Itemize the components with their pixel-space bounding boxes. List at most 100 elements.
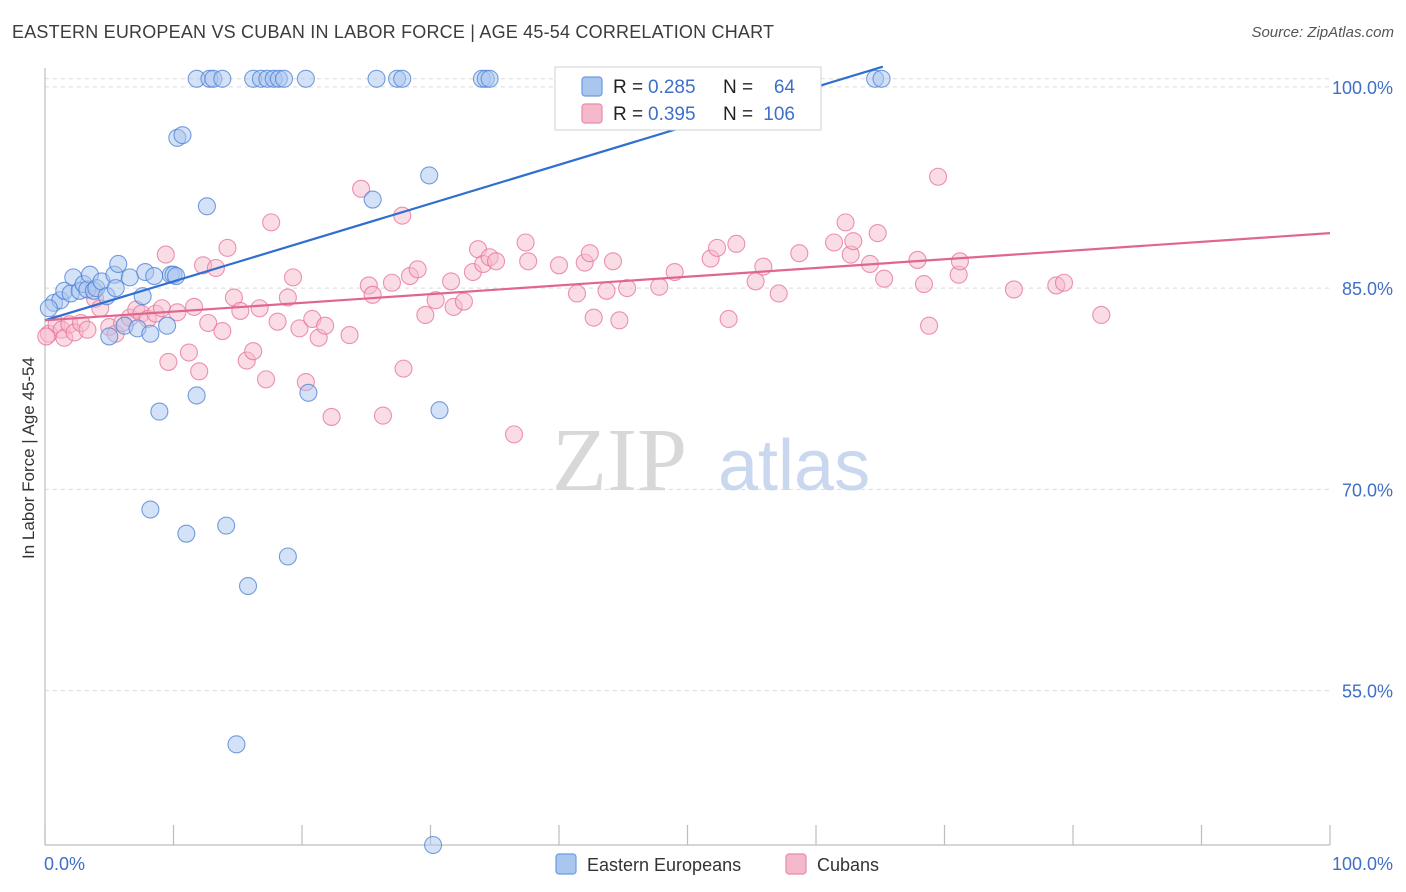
cuban-point: [516, 233, 535, 252]
eastern-european-point: [217, 516, 236, 535]
legend-r-value-2: 0.395: [648, 104, 696, 125]
eastern-european-point: [141, 324, 160, 343]
cuban-point: [442, 272, 461, 291]
eastern-european-point: [872, 69, 891, 88]
cuban-point: [218, 238, 237, 257]
eastern-european-point: [109, 254, 128, 274]
y-tick-labels: 55.0% 70.0% 85.0% 100.0%: [1332, 78, 1393, 702]
eastern-european-point: [158, 316, 177, 335]
eastern-european-point: [227, 735, 246, 754]
cuban-point: [844, 232, 863, 251]
eastern-european-point: [424, 835, 443, 855]
cuban-point: [316, 316, 335, 335]
eastern-european-point: [39, 299, 58, 318]
cuban-point: [152, 299, 171, 318]
cuban-point: [824, 233, 844, 252]
cuban-point: [769, 284, 788, 303]
cuban-point: [256, 370, 276, 389]
legend-swatch-blue: [581, 76, 603, 97]
watermark-zip: ZIP: [552, 411, 687, 510]
eastern-european-point: [187, 386, 206, 405]
cuban-point: [283, 268, 303, 287]
cuban-point: [340, 326, 359, 345]
eastern-european-point: [100, 327, 119, 346]
data-points: [37, 69, 1111, 855]
cuban-point: [363, 285, 382, 304]
legend-n-label-2: N =: [723, 104, 753, 125]
eastern-european-point: [238, 576, 258, 596]
eastern-european-point: [177, 524, 196, 543]
cuban-trend-line: [44, 232, 1331, 322]
cuban-point: [708, 238, 727, 257]
eastern-european-point: [299, 383, 318, 402]
cuban-point: [610, 311, 629, 330]
cuban-point: [950, 252, 969, 271]
eastern-european-point: [278, 547, 297, 566]
cuban-point: [408, 260, 427, 279]
chart-source: Source: ZipAtlas.com: [1251, 24, 1394, 41]
watermark-atlas: atlas: [718, 426, 870, 506]
cuban-point: [185, 297, 204, 316]
eastern-european-point: [197, 197, 216, 216]
legend: R = 0.285 N = 64 R = 0.395 N = 106: [554, 66, 822, 131]
y-axis-title: In Labor Force | Age 45-54: [19, 357, 38, 559]
cuban-point: [250, 299, 269, 318]
eastern-european-point: [430, 401, 449, 420]
y-tick-label: 55.0%: [1342, 682, 1393, 702]
eastern-european-point: [213, 69, 232, 88]
chart-title: EASTERN EUROPEAN VS CUBAN IN LABOR FORCE…: [12, 22, 775, 42]
cuban-point: [159, 352, 178, 371]
watermark: ZIP atlas: [552, 411, 870, 510]
bottom-legend-label-cubans: Cubans: [817, 855, 879, 875]
cuban-point: [519, 252, 538, 271]
eastern-european-point: [145, 266, 164, 286]
cuban-point: [1004, 280, 1023, 299]
eastern-european-point: [274, 69, 294, 88]
cuban-point: [868, 224, 887, 243]
legend-swatch-pink: [581, 103, 603, 124]
cuban-point: [727, 234, 746, 253]
cuban-point: [454, 292, 473, 311]
bottom-legend: Eastern Europeans Cubans: [555, 853, 879, 875]
cuban-point: [603, 252, 623, 271]
cuban-point: [352, 179, 371, 198]
eastern-european-point: [296, 69, 315, 88]
eastern-european-point: [393, 69, 412, 88]
cuban-point: [567, 284, 587, 303]
legend-r-value-1: 0.285: [648, 77, 696, 98]
cuban-point: [268, 312, 287, 331]
cuban-point: [78, 320, 97, 339]
cuban-point: [278, 288, 297, 307]
cuban-point: [875, 269, 894, 288]
cuban-point: [486, 252, 506, 271]
cuban-point: [262, 213, 281, 232]
cuban-point: [156, 245, 175, 264]
eastern-european-point: [363, 190, 382, 209]
legend-r-label-1: R =: [613, 77, 643, 98]
cuban-point: [416, 305, 435, 325]
eastern-european-point: [120, 268, 139, 287]
eastern-european-point: [173, 126, 192, 145]
legend-n-value-1: 64: [774, 77, 796, 98]
y-tick-label: 70.0%: [1342, 480, 1393, 500]
cuban-point: [290, 319, 309, 338]
cuban-point: [1054, 273, 1074, 292]
cuban-point: [790, 244, 809, 263]
cuban-point: [1092, 305, 1111, 325]
cuban-point: [597, 281, 616, 300]
eastern-european-point: [150, 402, 169, 421]
cuban-point: [929, 167, 948, 186]
axes: [44, 68, 1331, 846]
cuban-point: [426, 291, 445, 310]
cuban-point: [920, 316, 939, 335]
cuban-point: [199, 313, 218, 333]
x-tick-label: 100.0%: [1332, 854, 1393, 874]
cuban-point: [914, 275, 933, 294]
grid-lines: [45, 78, 1330, 692]
cuban-point: [382, 273, 402, 292]
cuban-point: [190, 362, 209, 381]
cuban-point: [322, 407, 341, 426]
x-tick-labels: 0.0% 100.0%: [44, 854, 1393, 874]
cuban-point: [719, 309, 738, 329]
